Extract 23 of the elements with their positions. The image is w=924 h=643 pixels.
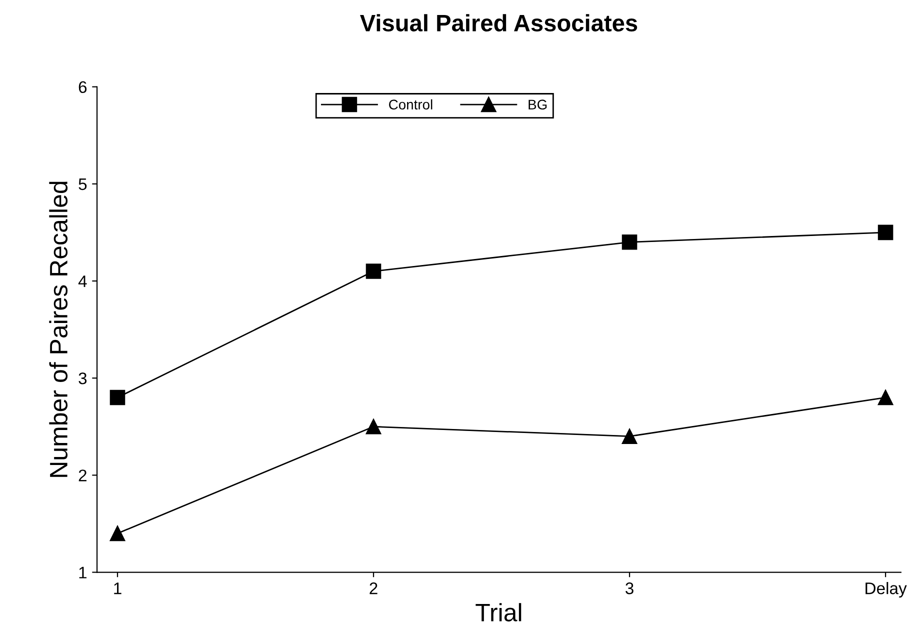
point [878, 224, 894, 240]
x-axis-title: Trial [476, 603, 522, 622]
y-axis-title: Number of Paires Recalled [49, 182, 68, 477]
y-tick-label: 1 [79, 566, 86, 578]
point [366, 264, 382, 279]
point [110, 526, 126, 542]
x-tick-label: 1 [114, 582, 122, 594]
point [366, 418, 382, 434]
y-tick-label: 2 [78, 470, 86, 482]
chart-title: Visual Paired Associates [360, 14, 638, 32]
point [622, 428, 638, 444]
point [622, 234, 638, 250]
x-tick-label: 3 [626, 582, 634, 594]
x-tick-label: 2 [370, 582, 378, 594]
point [110, 390, 126, 406]
x-tick-label: Delay [866, 582, 907, 598]
point [878, 390, 894, 406]
legend-label: BG [528, 100, 547, 110]
y-tick-label: 5 [78, 178, 87, 190]
y-tick-label: 4 [78, 276, 87, 288]
legend-label: Control [389, 99, 432, 110]
y-tick-label: 6 [78, 81, 87, 94]
y-tick-label: 3 [78, 372, 87, 384]
